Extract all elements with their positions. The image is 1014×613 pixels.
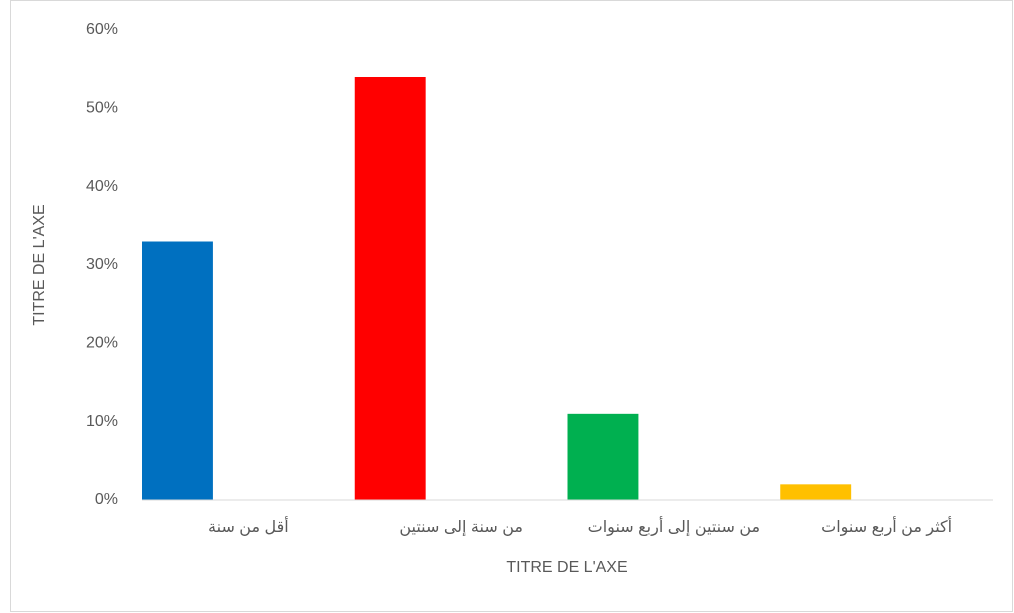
x-tick-label: أقل من سنة bbox=[208, 516, 289, 537]
x-tick-label: من سنة إلى سنتين bbox=[399, 519, 523, 537]
bar bbox=[780, 484, 852, 500]
y-tick-label: 30% bbox=[86, 256, 118, 273]
x-axis-title: TITRE DE L'AXE bbox=[506, 559, 627, 576]
y-tick-label: 60% bbox=[86, 21, 118, 38]
x-tick-label: من سنتين إلى أربع سنوات bbox=[588, 516, 760, 537]
y-tick-label: 0% bbox=[95, 491, 118, 508]
y-tick-label: 50% bbox=[86, 100, 118, 117]
y-tick-label: 20% bbox=[86, 335, 118, 352]
y-tick-label: 10% bbox=[86, 413, 118, 430]
bar bbox=[142, 241, 213, 500]
bar bbox=[567, 413, 639, 500]
x-tick-label: أكثر من أربع سنوات bbox=[821, 516, 952, 537]
y-tick-label: 40% bbox=[86, 178, 118, 195]
y-axis-title: TITRE DE L'AXE bbox=[31, 204, 48, 325]
bar bbox=[354, 77, 426, 500]
